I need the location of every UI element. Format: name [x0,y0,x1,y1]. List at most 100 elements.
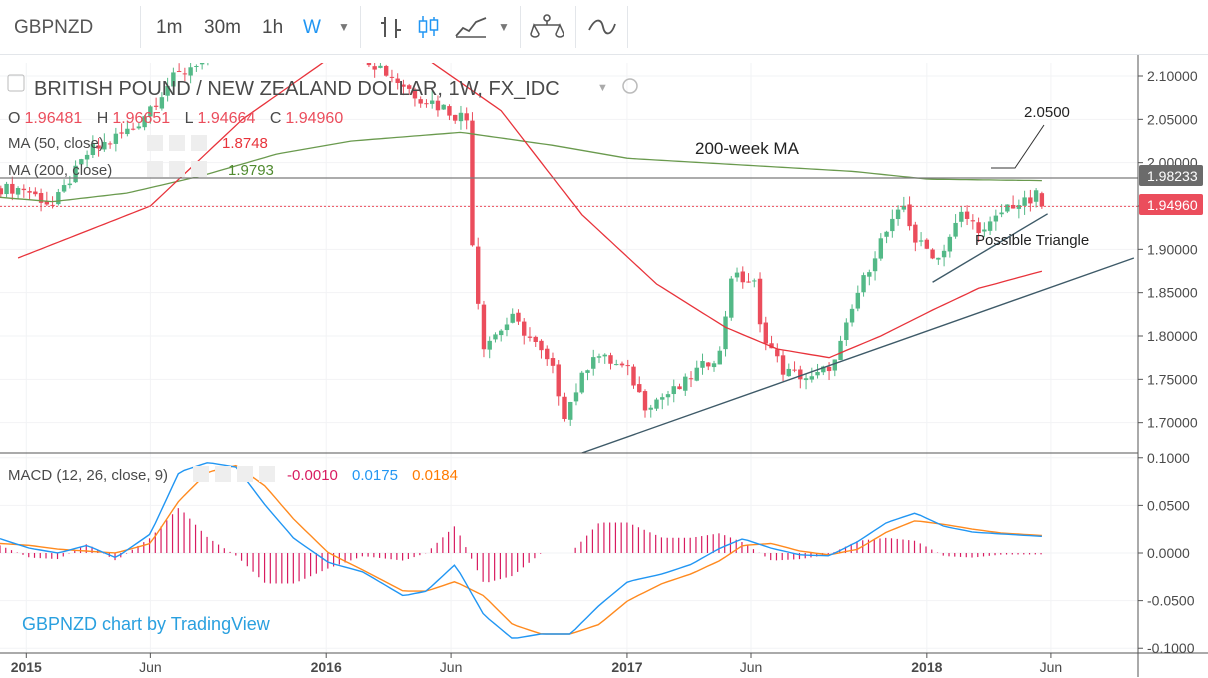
macd-tick-label: -0.0500 [1147,593,1195,609]
candle-up [596,356,602,358]
legend-chevron-down-icon[interactable]: ▼ [597,82,608,94]
candle-up [441,104,446,110]
eye-icon[interactable] [622,78,638,94]
close-icon[interactable] [237,466,253,482]
candle-down [619,363,625,366]
candle-up [855,292,861,309]
collapse-legend-icon[interactable] [7,74,25,92]
candle-up [803,378,809,381]
candle-down [372,66,377,70]
candle-down [464,113,469,121]
candle-down [780,355,786,375]
macd-tick-label: 0.0500 [1147,497,1190,513]
candle-up [648,407,653,410]
candle-up [15,188,21,195]
candle-up [953,222,958,237]
candle-down [182,73,188,75]
close-icon[interactable] [191,135,207,151]
candle-down [757,278,763,325]
candle-up [993,215,999,222]
more-icon[interactable] [259,466,275,482]
gear-icon[interactable] [169,135,185,151]
macd-controls[interactable] [193,466,275,482]
candle-down [21,188,27,191]
candle-up [734,272,740,278]
candle-down [798,369,803,380]
candle-up [936,257,941,260]
candle-up [504,324,510,331]
macd-label: MACD (12, 26, close, 9) [8,467,168,484]
toolbar-divider [627,6,628,48]
candle-up [665,394,671,398]
candle-up [890,218,895,232]
ma50-line [17,63,1043,359]
candle-up [458,112,464,122]
candle-down [964,211,970,219]
candle-up [159,97,165,109]
eye-icon[interactable] [147,135,163,151]
candle-down [435,100,441,111]
candle-up [918,240,924,242]
candle-down [924,239,930,249]
chart-area[interactable]: 2.100002.050002.000001.950001.900001.850… [0,55,1208,678]
gear-icon[interactable] [215,466,231,482]
candle-up [786,368,791,377]
level-annotation: 2.0500 [1024,104,1070,121]
candle-down [119,132,124,134]
macd-hist-value: -0.0010 [287,467,338,484]
candle-down [406,85,412,89]
ohlc-low: 1.94664 [198,110,256,127]
ma200-controls[interactable] [147,161,207,177]
candle-down [533,336,538,342]
support-trendline [581,257,1135,453]
intervals-chevron-down-icon[interactable]: ▼ [338,20,350,34]
last-price-label [1139,194,1203,215]
candle-down [10,183,15,194]
macd-line-value: 0.0175 [352,467,398,484]
candle-down [677,386,682,390]
candle-up [872,258,878,272]
candle-up [67,183,73,186]
interval-30m[interactable]: 30m [204,17,241,38]
ma50-value: 1.8748 [222,135,268,152]
legend-title: BRITISH POUND / NEW ZEALAND DOLLAR, 1W, … [34,78,560,100]
ohlc-open: 1.96481 [24,110,82,127]
interval-1h[interactable]: 1h [262,17,284,38]
compare-icon[interactable] [530,12,564,42]
candle-down [631,366,636,386]
candle-down [453,114,458,121]
symbol-search[interactable]: GBPNZD [14,17,94,38]
chart-type-chevron-down-icon[interactable]: ▼ [498,20,510,34]
toolbar-divider [140,6,141,48]
close-icon[interactable] [191,161,207,177]
interval-1m[interactable]: 1m [156,17,183,38]
price-tick-label: 1.80000 [1147,328,1198,344]
candle-down [545,348,550,360]
resistance-price-text: 1.98233 [1147,168,1198,184]
bar-chart-icon[interactable] [378,14,404,40]
area-chart-icon[interactable] [454,14,488,40]
price-tick-label: 1.70000 [1147,415,1198,431]
candlestick-icon[interactable] [416,14,442,40]
candle-down [395,78,400,84]
candle-down [447,106,452,116]
interval-weekly[interactable]: W [303,17,321,38]
indicators-icon[interactable] [587,14,617,40]
price-tick-label: 1.75000 [1147,371,1198,387]
candle-up [987,221,993,231]
candle-down [930,249,935,259]
ma50-controls[interactable] [147,135,207,151]
eye-icon[interactable] [147,161,163,177]
candle-down [1039,193,1045,207]
candle-down [0,188,4,195]
overlays [0,63,1138,453]
gear-icon[interactable] [169,161,185,177]
candle-up [849,308,855,323]
candle-down [516,312,521,322]
candle-down [706,362,711,367]
macd-tick-label: 0.1000 [1147,450,1190,466]
candle-up [56,192,61,205]
eye-icon[interactable] [193,466,209,482]
toolbar-divider [520,6,521,48]
candle-up [125,128,130,135]
